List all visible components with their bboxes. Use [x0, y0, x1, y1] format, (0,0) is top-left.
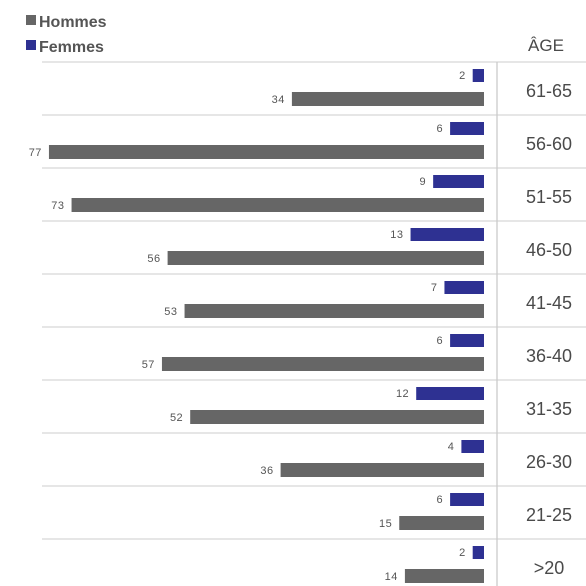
category-label-31-35: 31-35 — [526, 399, 572, 419]
value-label-femmes-41-45: 7 — [431, 282, 438, 294]
value-label-hommes-61-65: 34 — [272, 94, 285, 106]
value-label-femmes-61-65: 2 — [459, 70, 466, 82]
category-label-51-55: 51-55 — [526, 187, 572, 207]
bar-femmes-20 — [472, 546, 484, 559]
value-label-hommes-41-45: 53 — [164, 306, 177, 318]
value-label-femmes-36-40: 6 — [436, 335, 443, 347]
category-label-21-25: 21-25 — [526, 505, 572, 525]
value-label-femmes-20: 2 — [459, 547, 466, 559]
bar-hommes-36-40 — [161, 357, 484, 371]
category-label-36-40: 36-40 — [526, 346, 572, 366]
bar-hommes-31-35 — [190, 410, 484, 424]
bar-femmes-21-25 — [450, 493, 484, 506]
bar-femmes-36-40 — [450, 334, 484, 347]
category-label-41-45: 41-45 — [526, 293, 572, 313]
value-label-hommes-36-40: 57 — [142, 359, 155, 371]
legend-swatch-hommes — [26, 15, 36, 25]
bar-hommes-61-65 — [291, 92, 484, 106]
bar-femmes-26-30 — [461, 440, 484, 453]
legend-label-hommes: Hommes — [39, 14, 107, 31]
value-label-hommes-26-30: 36 — [260, 465, 273, 477]
age-axis-header: ÂGE — [528, 36, 564, 55]
value-label-femmes-26-30: 4 — [448, 441, 455, 453]
value-label-femmes-46-50: 13 — [390, 229, 403, 241]
bar-hommes-46-50 — [167, 251, 484, 265]
value-label-femmes-21-25: 6 — [436, 494, 443, 506]
category-label-61-65: 61-65 — [526, 81, 572, 101]
bar-femmes-56-60 — [450, 122, 484, 135]
legend-swatch-femmes — [26, 40, 36, 50]
bar-hommes-21-25 — [399, 516, 484, 530]
bar-hommes-56-60 — [48, 145, 484, 159]
category-label-26-30: 26-30 — [526, 452, 572, 472]
value-label-hommes-20: 14 — [385, 571, 398, 583]
bar-femmes-61-65 — [472, 69, 484, 82]
bar-femmes-31-35 — [416, 387, 484, 400]
value-label-hommes-56-60: 77 — [29, 147, 42, 159]
legend: Hommes Femmes — [26, 14, 107, 56]
bar-femmes-41-45 — [444, 281, 484, 294]
bar-hommes-51-55 — [71, 198, 485, 212]
bar-hommes-26-30 — [280, 463, 484, 477]
bar-hommes-20 — [404, 569, 484, 583]
legend-label-femmes: Femmes — [39, 39, 104, 56]
bar-hommes-41-45 — [184, 304, 485, 318]
value-label-hommes-31-35: 52 — [170, 412, 183, 424]
chart-rows: 2 34 61-65 6 77 56-60 9 73 51-55 13 56 46-50 7 53 41-4… — [29, 61, 586, 583]
value-label-hommes-51-55: 73 — [51, 200, 64, 212]
value-label-hommes-46-50: 56 — [147, 253, 160, 265]
value-label-hommes-21-25: 15 — [379, 518, 392, 530]
value-label-femmes-51-55: 9 — [420, 176, 427, 188]
value-label-femmes-31-35: 12 — [396, 388, 409, 400]
value-label-femmes-56-60: 6 — [436, 123, 443, 135]
bar-femmes-51-55 — [433, 175, 484, 188]
category-label-56-60: 56-60 — [526, 134, 572, 154]
bar-femmes-46-50 — [410, 228, 484, 241]
category-label-46-50: 46-50 — [526, 240, 572, 260]
category-label-20: >20 — [534, 558, 565, 578]
